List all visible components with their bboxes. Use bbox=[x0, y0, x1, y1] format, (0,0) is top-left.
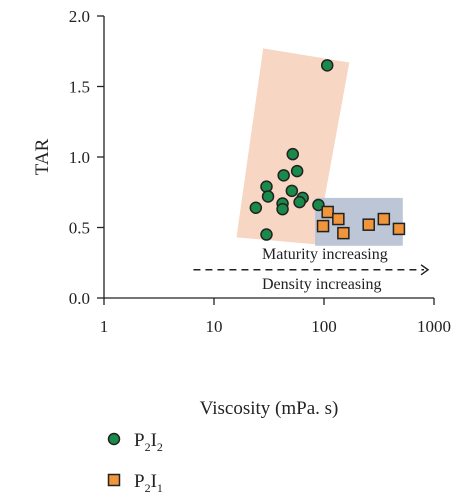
point-p2i1 bbox=[332, 212, 345, 226]
legend-marker-p2i1 bbox=[107, 473, 121, 487]
point-p2i2 bbox=[290, 164, 304, 178]
point-p2i2 bbox=[249, 201, 263, 215]
x-tick-label: 10 bbox=[206, 317, 223, 336]
point-p2i2 bbox=[260, 228, 273, 241]
legend-p2i2-main: P bbox=[134, 430, 145, 451]
legend-p2i2-sub2: 2 bbox=[157, 440, 163, 454]
x-tick-label: 1 bbox=[100, 317, 109, 336]
point-p2i2 bbox=[261, 190, 275, 203]
legend-p2i1-mid: I bbox=[151, 471, 157, 492]
point-p2i2 bbox=[276, 202, 289, 216]
y-tick-label: 1.0 bbox=[69, 148, 90, 167]
legend-p2i1-sub2: 1 bbox=[157, 481, 163, 495]
y-tick-label: 1.5 bbox=[69, 78, 90, 97]
ticks: 1 10 100 1000 0.0 0.5 1.0 1.5 2.0 bbox=[69, 7, 451, 336]
point-p2i2 bbox=[277, 169, 290, 182]
data-points bbox=[249, 59, 406, 241]
y-tick-label: 0.0 bbox=[69, 289, 90, 308]
legend-p2i1-main: P bbox=[134, 471, 145, 492]
region-p2i1 bbox=[315, 197, 403, 246]
legend-p2i2-mid: I bbox=[151, 430, 157, 451]
legend-p2i2-sub1: 2 bbox=[145, 440, 151, 454]
x-axis-label: Viscosity (mPa. s) bbox=[200, 398, 339, 419]
x-tick-label: 1000 bbox=[417, 317, 451, 336]
point-p2i1 bbox=[377, 212, 391, 226]
point-p2i1 bbox=[392, 222, 406, 236]
point-p2i1 bbox=[337, 226, 350, 240]
annotation-density: Density increasing bbox=[262, 276, 382, 293]
point-p2i1 bbox=[316, 219, 330, 233]
legend-marker-p2i2 bbox=[107, 432, 121, 446]
legend-p2i1-sub1: 2 bbox=[145, 481, 151, 495]
point-p2i2 bbox=[320, 59, 334, 72]
point-p2i2 bbox=[285, 184, 299, 198]
density-arrow bbox=[193, 264, 430, 276]
legend-label-p2i2: P2I2 bbox=[134, 430, 163, 454]
y-tick-label: 0.5 bbox=[69, 219, 90, 238]
x-tick-label: 100 bbox=[311, 317, 337, 336]
legend-label-p2i1: P2I1 bbox=[134, 471, 163, 495]
point-p2i1 bbox=[321, 205, 334, 219]
point-p2i1 bbox=[362, 218, 375, 231]
legend: P2I2 P2I1 bbox=[107, 430, 163, 495]
point-p2i2 bbox=[286, 147, 300, 161]
y-tick-label: 2.0 bbox=[69, 7, 90, 26]
y-axis-label: TAR bbox=[32, 138, 53, 175]
annotation-maturity: Maturity increasing bbox=[262, 246, 388, 263]
point-p2i2 bbox=[293, 195, 306, 209]
arrow-head bbox=[420, 264, 430, 276]
point-p2i2 bbox=[312, 198, 325, 212]
